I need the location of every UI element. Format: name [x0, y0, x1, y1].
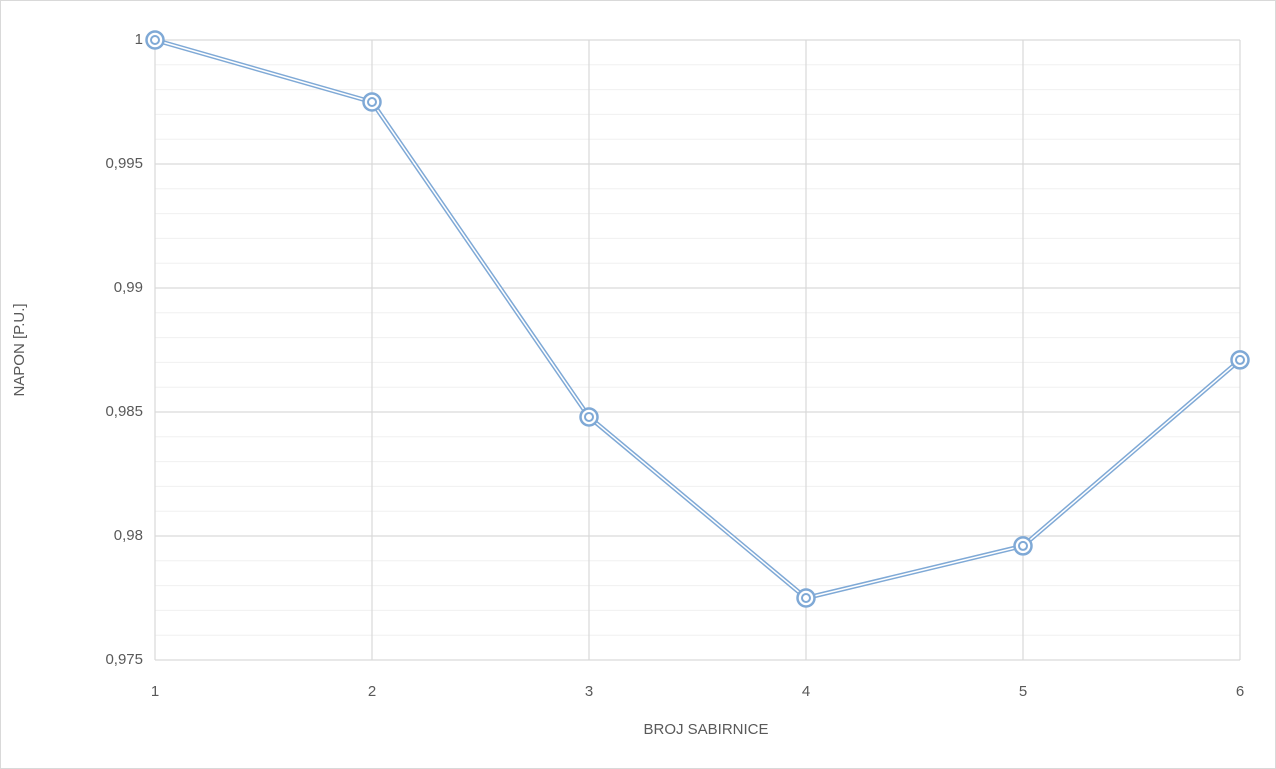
marker-core — [367, 97, 377, 107]
x-axis-title: BROJ SABIRNICE — [643, 721, 768, 738]
x-tick-label: 3 — [585, 683, 593, 700]
marker — [796, 588, 816, 608]
x-tick-label: 4 — [802, 683, 810, 700]
y-tick-label: 0,99 — [114, 279, 143, 296]
marker — [145, 30, 165, 50]
x-tick-label: 5 — [1019, 683, 1027, 700]
marker — [1230, 350, 1250, 370]
marker-core — [801, 593, 811, 603]
marker-core — [584, 411, 594, 422]
y-tick-label: 0,995 — [105, 155, 143, 172]
marker — [362, 92, 382, 112]
x-tick-label: 2 — [368, 683, 376, 700]
y-tick-label: 0,975 — [105, 651, 143, 668]
x-tick-label: 1 — [151, 683, 159, 700]
y-tick-label: 0,985 — [105, 403, 143, 420]
y-tick-label: 1 — [135, 31, 143, 48]
marker — [579, 407, 599, 427]
marker-core — [150, 35, 160, 45]
x-tick-label: 6 — [1236, 683, 1244, 700]
marker-core — [1018, 540, 1028, 551]
marker — [1013, 536, 1033, 556]
y-tick-label: 0,98 — [114, 527, 143, 544]
marker-core — [1235, 354, 1245, 365]
series-line-highlight — [154, 39, 1241, 599]
y-axis-title: NAPON [P.U.] — [11, 303, 28, 396]
